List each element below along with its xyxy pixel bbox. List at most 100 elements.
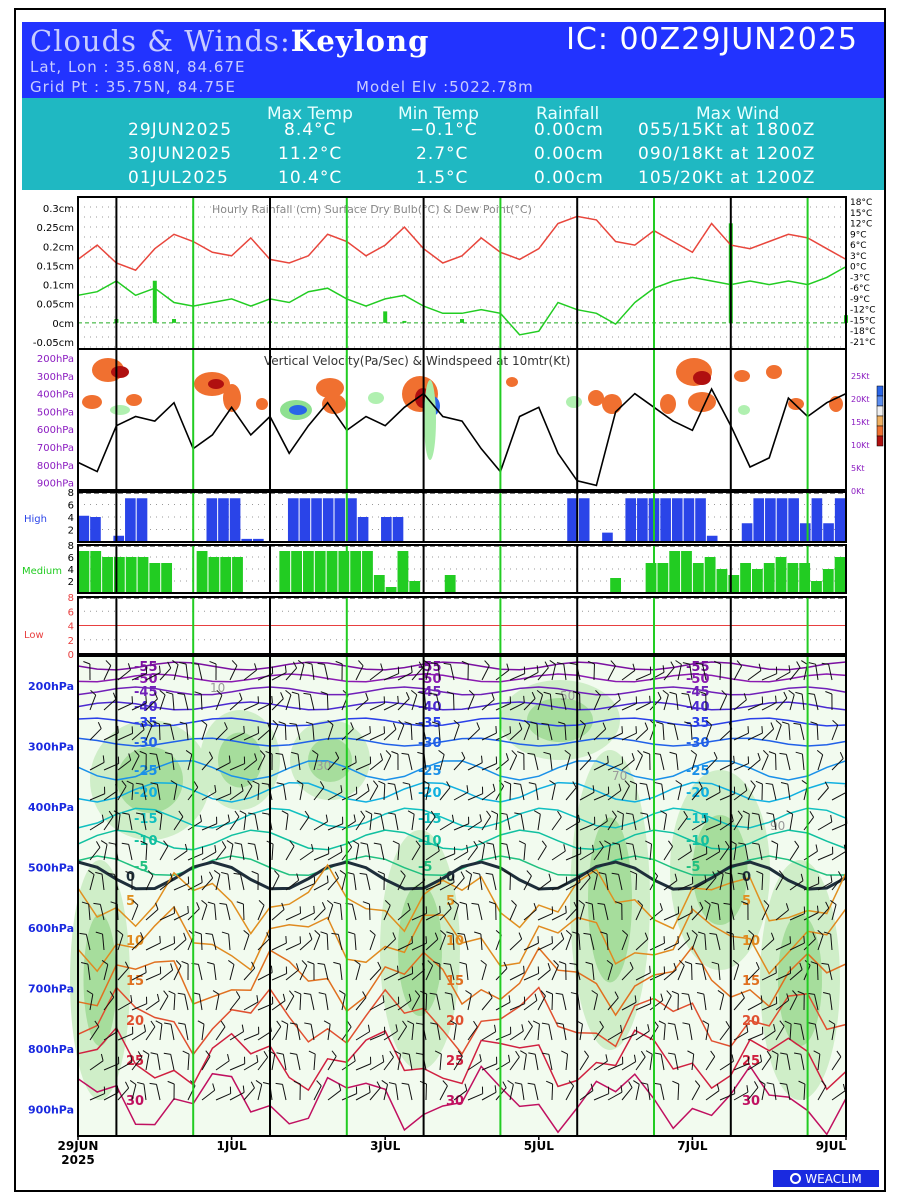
wind-barb-flag xyxy=(541,722,549,725)
rain-bar xyxy=(383,311,388,323)
wind-barb xyxy=(717,964,721,981)
wind-barb xyxy=(579,1056,589,1071)
wind-barb xyxy=(803,850,818,861)
wind-barb-flag xyxy=(274,870,280,876)
wind-barb xyxy=(761,972,777,981)
isotherm-line xyxy=(77,905,847,975)
medium-cloud-bar xyxy=(102,557,113,593)
wind-barb xyxy=(425,912,441,921)
wind-barb xyxy=(411,694,418,711)
wind-barb xyxy=(257,1084,263,1101)
wind-barb-flag xyxy=(144,965,147,973)
wind-barb-flag xyxy=(415,1022,423,1025)
wind-barb-flag xyxy=(378,780,386,785)
wind-barb xyxy=(411,995,421,1011)
wind-barb xyxy=(621,785,630,801)
wind-barb xyxy=(369,1033,385,1041)
wind-barb xyxy=(562,994,567,1011)
wind-barb xyxy=(603,904,609,921)
wind-barb-flag xyxy=(837,871,843,878)
wind-barb xyxy=(351,904,357,921)
wind-barb xyxy=(299,912,315,921)
wind-barb xyxy=(579,724,586,741)
wind-barb xyxy=(103,844,108,861)
wind-barb xyxy=(492,844,497,861)
wind-barb xyxy=(509,1084,514,1101)
high-cloud-bar xyxy=(823,523,834,542)
wind-barb-flag xyxy=(544,661,549,669)
wind-barb xyxy=(705,904,711,921)
isotherm-label: -30 xyxy=(686,736,710,751)
wind-barb-flag xyxy=(681,692,689,695)
wind-barb xyxy=(131,673,147,681)
wind-barb-flag xyxy=(662,689,669,696)
medium-cloud-bar xyxy=(78,551,90,593)
wind-barb-flag xyxy=(207,961,215,965)
wind-barb xyxy=(635,702,651,711)
wind-barb xyxy=(817,821,833,831)
wind-barb-flag xyxy=(338,990,346,995)
wind-barb-flag xyxy=(713,751,718,759)
wind-barb xyxy=(663,913,679,921)
wind-barb xyxy=(282,1084,287,1101)
wind-barb xyxy=(159,814,163,831)
wind-barb-flag xyxy=(721,690,727,696)
wind-barb-flag xyxy=(678,960,685,966)
wind-barb-flag xyxy=(479,1054,482,1062)
wind-barb xyxy=(621,1033,637,1041)
wind-barb xyxy=(437,664,441,681)
wind-barb xyxy=(215,994,220,1011)
wind-barb xyxy=(131,755,140,771)
wind-barb xyxy=(145,1026,156,1041)
isotherm-label: -5 xyxy=(686,860,700,875)
wind-barb-flag xyxy=(507,1080,514,1085)
wind-barb xyxy=(480,934,483,951)
wind-barb-flag xyxy=(221,931,229,935)
wind-barb xyxy=(663,846,673,861)
wind-barb xyxy=(719,663,722,681)
rain-tick-label: 0.15cm xyxy=(36,261,74,272)
wind-barb-flag xyxy=(380,663,384,671)
wind-barb-flag xyxy=(360,842,368,845)
wind-barb-flag xyxy=(316,1080,322,1087)
wind-barb-flag xyxy=(304,810,310,818)
wind-barb-flag xyxy=(200,875,203,883)
wind-barb xyxy=(521,1084,525,1101)
wind-barb-flag xyxy=(303,992,311,995)
wind-barb xyxy=(369,1087,381,1101)
wind-barb-flag xyxy=(150,1052,158,1055)
pressure-tick-label: 600hPa xyxy=(28,922,74,935)
wind-barb xyxy=(131,972,147,981)
rain-tick-label: 0.2cm xyxy=(43,242,74,253)
wind-barb-flag xyxy=(243,725,245,733)
wind-barb xyxy=(254,844,259,861)
wind-barb-flag xyxy=(558,721,566,725)
row-min-temp: 1.5°C xyxy=(416,168,469,188)
wind-barb xyxy=(495,968,508,981)
velocity-legend-swatch xyxy=(876,385,884,397)
wind-barb-flag xyxy=(612,842,620,845)
wind-barb-flag xyxy=(548,873,552,881)
wind-barb xyxy=(649,1054,653,1071)
pressure-tick-label: 700hPa xyxy=(37,443,74,454)
wind-barb xyxy=(213,964,217,981)
wind-barb-flag xyxy=(321,902,326,909)
wind-barb xyxy=(789,995,798,1011)
wind-barb-flag xyxy=(672,1080,679,1085)
wind-barb-flag xyxy=(226,840,234,845)
wind-barb xyxy=(117,702,133,711)
wind-barb-flag xyxy=(508,1054,511,1062)
wind-barb xyxy=(747,1033,763,1041)
wind-barb-flag xyxy=(634,995,637,1003)
wind-barb-flag xyxy=(127,663,131,671)
wind-barb xyxy=(215,847,227,861)
wind-barb xyxy=(481,665,490,681)
wind-barb-flag xyxy=(100,1053,104,1061)
temp-tick-label: -12°C xyxy=(850,306,875,316)
wind-barb-flag xyxy=(407,810,415,815)
wind-barb-flag xyxy=(358,660,364,666)
isotherm-label: -20 xyxy=(418,786,442,801)
high-cloud-bar xyxy=(671,498,683,542)
wind-barb xyxy=(465,964,469,981)
wind-barb xyxy=(312,724,315,741)
